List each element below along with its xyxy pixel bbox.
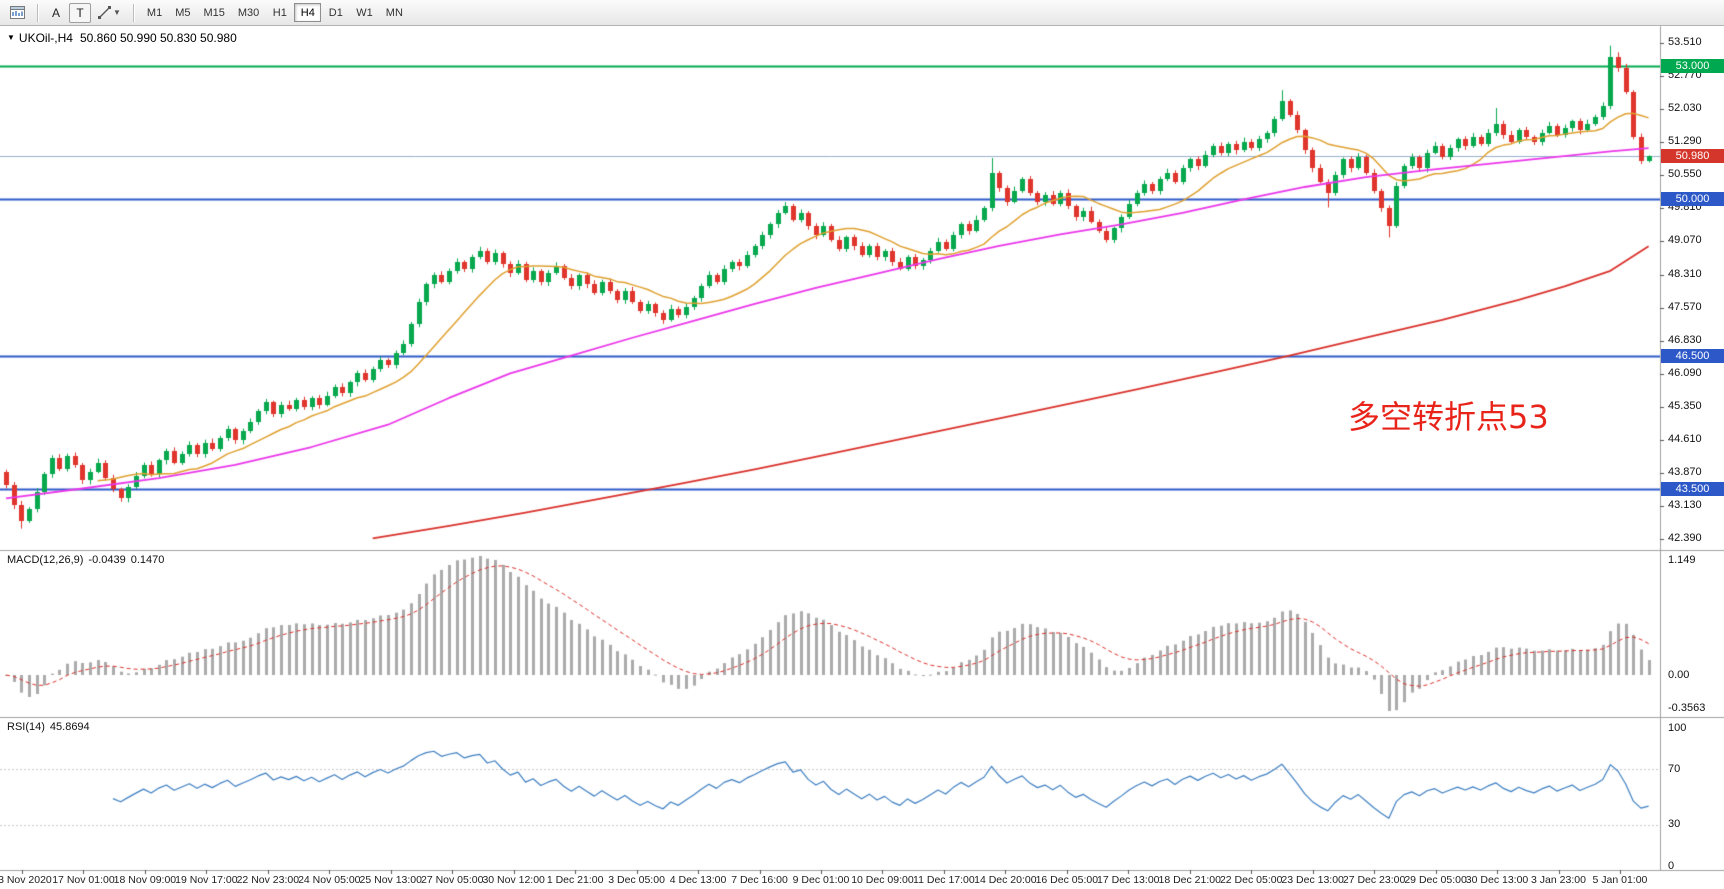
time-axis-label: 25 Nov 13:00 xyxy=(359,874,422,886)
price-badge: 53.000 xyxy=(1661,58,1724,73)
price-axis-label: 52.030 xyxy=(1668,102,1702,115)
time-axis-label: 13 Nov 2020 xyxy=(0,874,52,886)
price-axis[interactable]: 53.510 52.770 52.030 51.290 50.550 49.810 49.0… xyxy=(1661,26,1724,872)
chart-symbol-period: UKOil-,H4 xyxy=(18,31,73,45)
toolbar-separator xyxy=(37,3,38,22)
time-axis-label: 27 Dec 23:00 xyxy=(1342,874,1406,886)
price-badge: 50.000 xyxy=(1661,192,1724,207)
macd-value-main: -0.0439 xyxy=(88,554,126,566)
time-axis-label: 22 Dec 05:00 xyxy=(1219,874,1283,886)
tool-t-button[interactable]: T xyxy=(69,2,91,23)
price-axis-label: 45.350 xyxy=(1668,400,1702,413)
macd-indicator-label: MACD(12,26,9) -0.0439 0.1470 xyxy=(7,554,169,566)
toolbar: A T ▼ M1 M5 M15 M30 H1 H4 D1 W1 MN xyxy=(0,0,1724,26)
price-axis-label: 53.510 xyxy=(1668,36,1702,49)
symbol-collapse-icon[interactable]: ▼ xyxy=(7,33,15,42)
toolbar-separator xyxy=(132,3,134,22)
macd-axis-label: 1.149 xyxy=(1668,553,1696,566)
time-axis-label: 23 Dec 13:00 xyxy=(1281,874,1344,886)
price-badge: 43.500 xyxy=(1661,482,1724,497)
macd-title: MACD(12,26,9) xyxy=(7,554,84,566)
price-badge: 50.980 xyxy=(1661,148,1724,163)
price-axis-label: 49.070 xyxy=(1668,234,1702,247)
time-axis-label: 9 Dec 01:00 xyxy=(792,874,850,886)
price-axis-label: 51.290 xyxy=(1668,135,1702,148)
chevron-down-icon: ▼ xyxy=(113,8,121,17)
price-axis-label: 42.390 xyxy=(1668,532,1702,545)
chart-ohlc-values: 50.860 50.990 50.830 50.980 xyxy=(79,31,237,45)
rsi-axis-label: 0 xyxy=(1668,859,1675,872)
timeframe-d1-button[interactable]: D1 xyxy=(328,6,343,19)
rsi-value: 45.8694 xyxy=(49,721,90,733)
time-axis-label: 17 Nov 01:00 xyxy=(52,874,115,886)
timeframe-mn-button[interactable]: MN xyxy=(385,6,403,19)
time-axis-label: 29 Dec 05:00 xyxy=(1404,874,1467,886)
time-axis-label: 5 Jan 01:00 xyxy=(1592,874,1648,886)
tool-a-button[interactable]: A xyxy=(51,5,60,20)
time-axis-label: 19 Nov 17:00 xyxy=(175,874,238,886)
timeframe-h1-button[interactable]: H1 xyxy=(272,6,287,19)
timeframe-m5-button[interactable]: M5 xyxy=(175,6,191,19)
rsi-axis-label: 100 xyxy=(1668,721,1687,734)
time-axis-label: 11 Dec 17:00 xyxy=(913,874,975,886)
price-axis-label: 43.130 xyxy=(1668,499,1702,512)
time-axis-label: 18 Dec 21:00 xyxy=(1158,874,1221,886)
timeframe-button-group: M1 M5 M15 M30 H1 H4 D1 W1 MN xyxy=(141,3,409,22)
time-axis-label: 17 Dec 13:00 xyxy=(1097,874,1160,886)
time-axis-label: 1 Dec 21:00 xyxy=(546,874,604,886)
price-axis-label: 48.310 xyxy=(1668,268,1702,281)
annotation-text: 多空转折点53 xyxy=(1348,398,1549,436)
rsi-axis-label: 70 xyxy=(1668,762,1681,775)
time-axis-label: 18 Nov 09:00 xyxy=(113,874,177,886)
macd-value-signal: 0.1470 xyxy=(130,554,165,566)
macd-axis-label: 0.00 xyxy=(1668,668,1690,681)
price-axis-label: 46.090 xyxy=(1668,367,1702,380)
timeframe-m15-button[interactable]: M15 xyxy=(203,6,225,19)
price-axis-label: 46.830 xyxy=(1668,334,1702,347)
rsi-axis-label: 30 xyxy=(1668,818,1681,831)
time-axis-label: 10 Dec 09:00 xyxy=(851,874,914,886)
time-axis-label: 30 Dec 13:00 xyxy=(1465,874,1529,886)
line-style-dropdown-button[interactable]: ▼ xyxy=(93,3,126,23)
chart-window-button[interactable] xyxy=(5,3,30,23)
time-axis-label: 14 Dec 20:00 xyxy=(974,874,1037,886)
time-axis-label: 30 Nov 12:00 xyxy=(482,874,545,886)
timeframe-m1-button[interactable]: M1 xyxy=(146,6,163,19)
time-axis-label: 16 Dec 05:00 xyxy=(1035,874,1099,886)
time-axis-label: 24 Nov 05:00 xyxy=(298,874,361,886)
time-axis-label: 7 Dec 16:00 xyxy=(731,874,788,886)
timeframe-h4-button[interactable]: H4 xyxy=(294,3,322,22)
timeframe-w1-button[interactable]: W1 xyxy=(356,6,373,19)
price-axis-label: 43.870 xyxy=(1668,466,1702,479)
price-axis-label: 44.610 xyxy=(1668,433,1702,446)
chart-title: ▼ UKOil-,H4 50.860 50.990 50.830 50.980 xyxy=(7,31,237,45)
time-axis-label: 22 Nov 23:00 xyxy=(236,874,300,886)
price-axis-label: 47.570 xyxy=(1668,301,1702,314)
time-axis-label: 3 Dec 05:00 xyxy=(608,874,665,886)
trendline-icon xyxy=(98,6,111,19)
macd-axis-label: -0.3563 xyxy=(1668,701,1706,714)
time-axis-label: 3 Jan 23:00 xyxy=(1531,874,1586,886)
rsi-indicator-label: RSI(14) 45.8694 xyxy=(7,721,95,733)
rsi-title: RSI(14) xyxy=(7,721,45,733)
price-axis-label: 50.550 xyxy=(1668,168,1702,181)
time-axis-label: 4 Dec 13:00 xyxy=(669,874,727,886)
price-badge: 46.500 xyxy=(1661,348,1724,363)
time-axis-label: 27 Nov 05:00 xyxy=(420,874,484,886)
timeframe-m30-button[interactable]: M30 xyxy=(237,6,260,19)
chart-window-icon xyxy=(10,6,25,19)
